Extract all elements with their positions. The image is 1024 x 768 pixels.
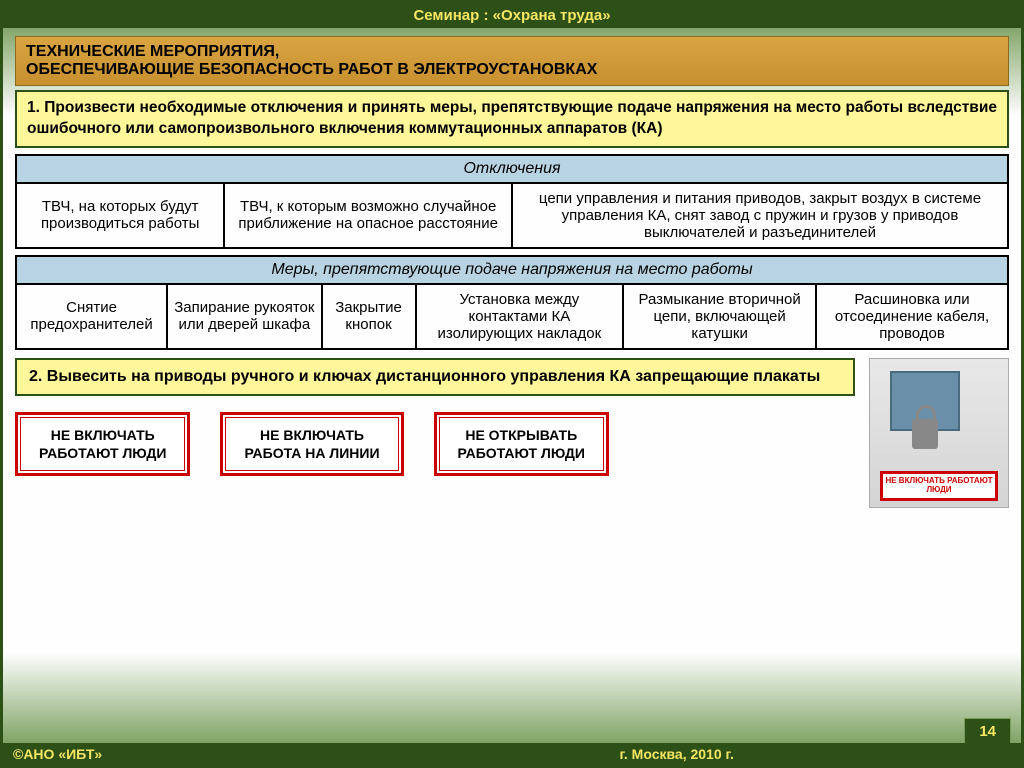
sign-3-l1: НЕ ОТКРЫВАТЬ xyxy=(465,427,577,443)
sign-3-l2: РАБОТАЮТ ЛЮДИ xyxy=(458,445,585,461)
sign-1-l1: НЕ ВКЛЮЧАТЬ xyxy=(51,427,155,443)
poster-tag: НЕ ВКЛЮЧАТЬ РАБОТАЮТ ЛЮДИ xyxy=(880,471,998,501)
seminar-header: Семинар : «Охрана труда» xyxy=(3,3,1021,28)
table1-cell-1: ТВЧ, к которым возможно случайное прибли… xyxy=(224,183,512,248)
table2-cell-0: Снятие предохранителей xyxy=(16,284,167,349)
sign-2-l1: НЕ ВКЛЮЧАТЬ xyxy=(260,427,364,443)
table-measures: Меры, препятствующие подаче напряжения н… xyxy=(15,255,1009,350)
table2-cell-1: Запирание рукояток или дверей шкафа xyxy=(167,284,321,349)
table2-cell-2: Закрытие кнопок xyxy=(322,284,416,349)
table2-header: Меры, препятствующие подаче напряжения н… xyxy=(16,256,1008,284)
table1-cell-0: ТВЧ, на которых будут производиться рабо… xyxy=(16,183,224,248)
lock-poster-illustration: НЕ ВКЛЮЧАТЬ РАБОТАЮТ ЛЮДИ xyxy=(869,358,1009,508)
sign-1: НЕ ВКЛЮЧАТЬ РАБОТАЮТ ЛЮДИ xyxy=(15,412,190,476)
sign-3: НЕ ОТКРЫВАТЬ РАБОТАЮТ ЛЮДИ xyxy=(434,412,609,476)
slide-title: ТЕХНИЧЕСКИЕ МЕРОПРИЯТИЯ, ОБЕСПЕЧИВАЮЩИЕ … xyxy=(15,36,1009,86)
footer-bar: ©АНО «ИБТ» г. Москва, 2010 г. xyxy=(3,743,1021,765)
table1-cell-2: цепи управления и питания приводов, закр… xyxy=(512,183,1008,248)
warning-signs-row: НЕ ВКЛЮЧАТЬ РАБОТАЮТ ЛЮДИ НЕ ВКЛЮЧАТЬ РА… xyxy=(15,412,855,476)
title-line-2: ОБЕСПЕЧИВАЮЩИЕ БЕЗОПАСНОСТЬ РАБОТ В ЭЛЕК… xyxy=(26,61,597,78)
slide-content: ТЕХНИЧЕСКИЕ МЕРОПРИЯТИЯ, ОБЕСПЕЧИВАЮЩИЕ … xyxy=(3,28,1021,508)
table2-cell-3: Установка между контактами КА изолирующи… xyxy=(416,284,624,349)
table1-header: Отключения xyxy=(16,155,1008,183)
sign-2: НЕ ВКЛЮЧАТЬ РАБОТА НА ЛИНИИ xyxy=(220,412,403,476)
table2-cell-5: Расшиновка или отсоединение кабеля, пров… xyxy=(816,284,1008,349)
step-2-box: 2. Вывесить на приводы ручного и ключах … xyxy=(15,358,855,396)
page-number: 14 xyxy=(964,718,1011,745)
table2-cell-4: Размыкание вторичной цепи, включающей ка… xyxy=(623,284,816,349)
footer-copyright: ©АНО «ИБТ» xyxy=(13,746,342,762)
footer-city: г. Москва, 2010 г. xyxy=(342,746,1011,762)
title-line-1: ТЕХНИЧЕСКИЕ МЕРОПРИЯТИЯ, xyxy=(26,43,279,60)
padlock-icon xyxy=(912,419,938,449)
sign-2-l2: РАБОТА НА ЛИНИИ xyxy=(244,445,379,461)
step-1-box: 1. Произвести необходимые отключения и п… xyxy=(15,90,1009,148)
table-disconnections: Отключения ТВЧ, на которых будут произво… xyxy=(15,154,1009,249)
sign-1-l2: РАБОТАЮТ ЛЮДИ xyxy=(39,445,166,461)
